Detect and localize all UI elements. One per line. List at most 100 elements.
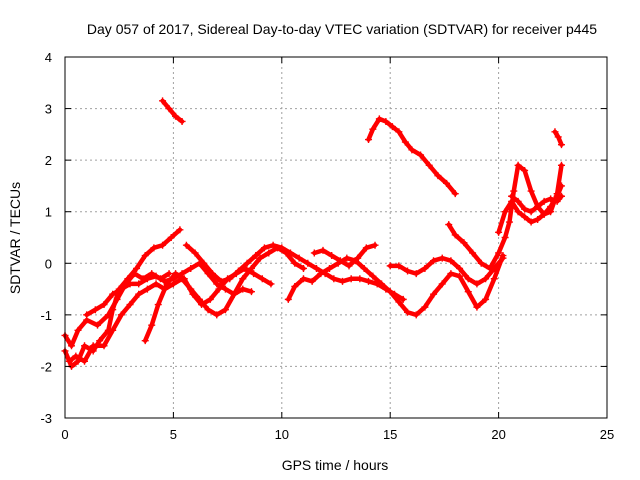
- data-point-arc-5-7: [198, 301, 206, 309]
- series-arc-14: [508, 192, 565, 216]
- data-point-arc-10-0: [365, 136, 373, 144]
- data-point-arc-10-5: [395, 128, 403, 136]
- data-point-arc-2-4: [94, 321, 102, 329]
- data-point-arc-12-1: [451, 231, 459, 239]
- data-point-arc-4-2: [100, 301, 108, 309]
- data-point-arc-9-6: [362, 244, 370, 252]
- data-point-arc-2-1: [68, 342, 76, 350]
- data-point-arc-14-8: [557, 192, 565, 200]
- data-point-arc-9-2: [328, 252, 336, 260]
- data-point-arc-4-1: [91, 306, 99, 314]
- data-point-arc-7-6: [234, 267, 242, 275]
- series-trace-arc-8: [286, 253, 506, 318]
- x-tick-label-25: 25: [600, 427, 614, 442]
- data-point-arc-3-23: [265, 249, 273, 257]
- chart-title: Day 057 of 2017, Sidereal Day-to-day VTE…: [87, 21, 597, 37]
- data-point-arc-12-7: [501, 234, 509, 241]
- data-point-arc-13-7: [540, 210, 548, 218]
- data-point-arc-3-9: [143, 285, 151, 293]
- y-tick-label-3: 3: [45, 102, 52, 117]
- data-point-arc-14-5: [540, 197, 548, 205]
- data-point-arc-7-15: [312, 264, 320, 272]
- data-point-arc-8-22: [473, 303, 481, 311]
- data-point-arc-8-9: [360, 264, 368, 272]
- data-point-arc-12-8: [505, 218, 513, 226]
- data-point-arc-9-7: [371, 241, 379, 249]
- data-point-arc-7-8: [252, 252, 260, 260]
- series-trace-arc-10: [366, 116, 458, 196]
- data-point-arc-10-7: [408, 146, 416, 154]
- data-point-arc-3-20: [239, 275, 247, 283]
- data-point-arc-7-10: [269, 241, 277, 249]
- data-point-arc-1-11: [141, 252, 149, 260]
- data-point-arc-8-0: [284, 295, 292, 303]
- data-point-arc-11-9: [464, 275, 472, 283]
- data-point-arc-14-3: [527, 208, 535, 216]
- data-point-arc-1-10: [133, 264, 141, 272]
- data-point-arc-5-5: [180, 275, 188, 283]
- data-point-arc-7-20: [356, 275, 364, 283]
- data-point-arc-3-1: [72, 352, 80, 360]
- data-point-arc-8-16: [421, 303, 429, 311]
- data-point-arc-5-1: [148, 321, 156, 329]
- data-point-arc-4-15: [213, 280, 221, 288]
- data-point-arc-3-22: [256, 254, 264, 262]
- data-point-arc-9-1: [319, 246, 327, 254]
- data-point-arc-5-8: [206, 295, 214, 303]
- data-point-arc-9-0: [310, 249, 318, 257]
- data-point-arc-14-0: [508, 192, 516, 200]
- data-point-arc-11-3: [412, 270, 420, 278]
- data-point-arc-11-7: [447, 257, 455, 265]
- data-point-arc-7-5: [226, 275, 234, 283]
- data-point-arc-4-6: [135, 280, 143, 288]
- data-point-arc-4-19: [247, 288, 255, 296]
- data-point-arc-7-18: [339, 277, 347, 285]
- data-point-arc-8-20: [456, 272, 464, 280]
- data-point-arc-13-0: [495, 228, 503, 236]
- series-trace-arc-9: [312, 242, 378, 269]
- data-point-arc-10-9: [425, 161, 433, 169]
- y-tick-label-0: 0: [45, 256, 52, 271]
- data-point-arc-3-8: [135, 290, 143, 298]
- data-point-arc-12-12: [527, 187, 535, 195]
- data-point-arc-10-8: [417, 151, 425, 159]
- data-point-arc-12-2: [460, 239, 468, 247]
- data-point-arc-10-12: [451, 190, 459, 198]
- data-point-arc-12-4: [477, 259, 485, 267]
- data-point-arc-5-6: [189, 290, 197, 298]
- data-point-arc-3-16: [204, 306, 212, 314]
- series-trace-arc-5: [142, 266, 274, 343]
- data-point-arc-6-1: [165, 105, 173, 113]
- data-point-arc-8-7: [343, 254, 351, 262]
- x-axis-label: GPS time / hours: [282, 457, 389, 473]
- data-point-arc-5-3: [163, 280, 171, 288]
- data-series: [61, 97, 565, 370]
- data-point-arc-8-4: [317, 270, 325, 278]
- data-point-arc-4-0: [83, 311, 91, 319]
- y-tick-label--3: -3: [40, 411, 52, 426]
- data-point-arc-5-14: [258, 275, 266, 283]
- data-point-arc-7-19: [347, 275, 355, 283]
- data-point-arc-3-27: [299, 264, 307, 272]
- data-point-arc-3-3: [89, 342, 97, 350]
- data-point-arc-5-0: [141, 337, 149, 345]
- data-point-arc-10-11: [443, 179, 451, 187]
- data-point-arc-11-0: [386, 262, 394, 270]
- series-arc-5: [141, 264, 275, 345]
- y-axis-label: SDTVAR / TECUs: [7, 182, 23, 294]
- data-point-arc-1-13: [159, 241, 167, 249]
- data-point-arc-7-13: [295, 254, 303, 262]
- data-point-arc-7-12: [286, 249, 294, 257]
- series-arc-1: [61, 226, 184, 370]
- data-point-arc-11-5: [430, 257, 438, 265]
- data-point-arc-11-1: [395, 262, 403, 270]
- data-point-arc-4-16: [221, 285, 229, 293]
- data-point-arc-10-6: [401, 138, 409, 146]
- data-point-arc-12-17: [557, 161, 565, 169]
- data-point-arc-5-15: [267, 280, 275, 288]
- data-point-arc-8-17: [430, 290, 438, 298]
- series-arc-11: [386, 254, 507, 288]
- data-point-arc-7-4: [217, 277, 225, 285]
- data-point-arc-3-0: [65, 357, 73, 365]
- y-tick-label--1: -1: [40, 308, 52, 323]
